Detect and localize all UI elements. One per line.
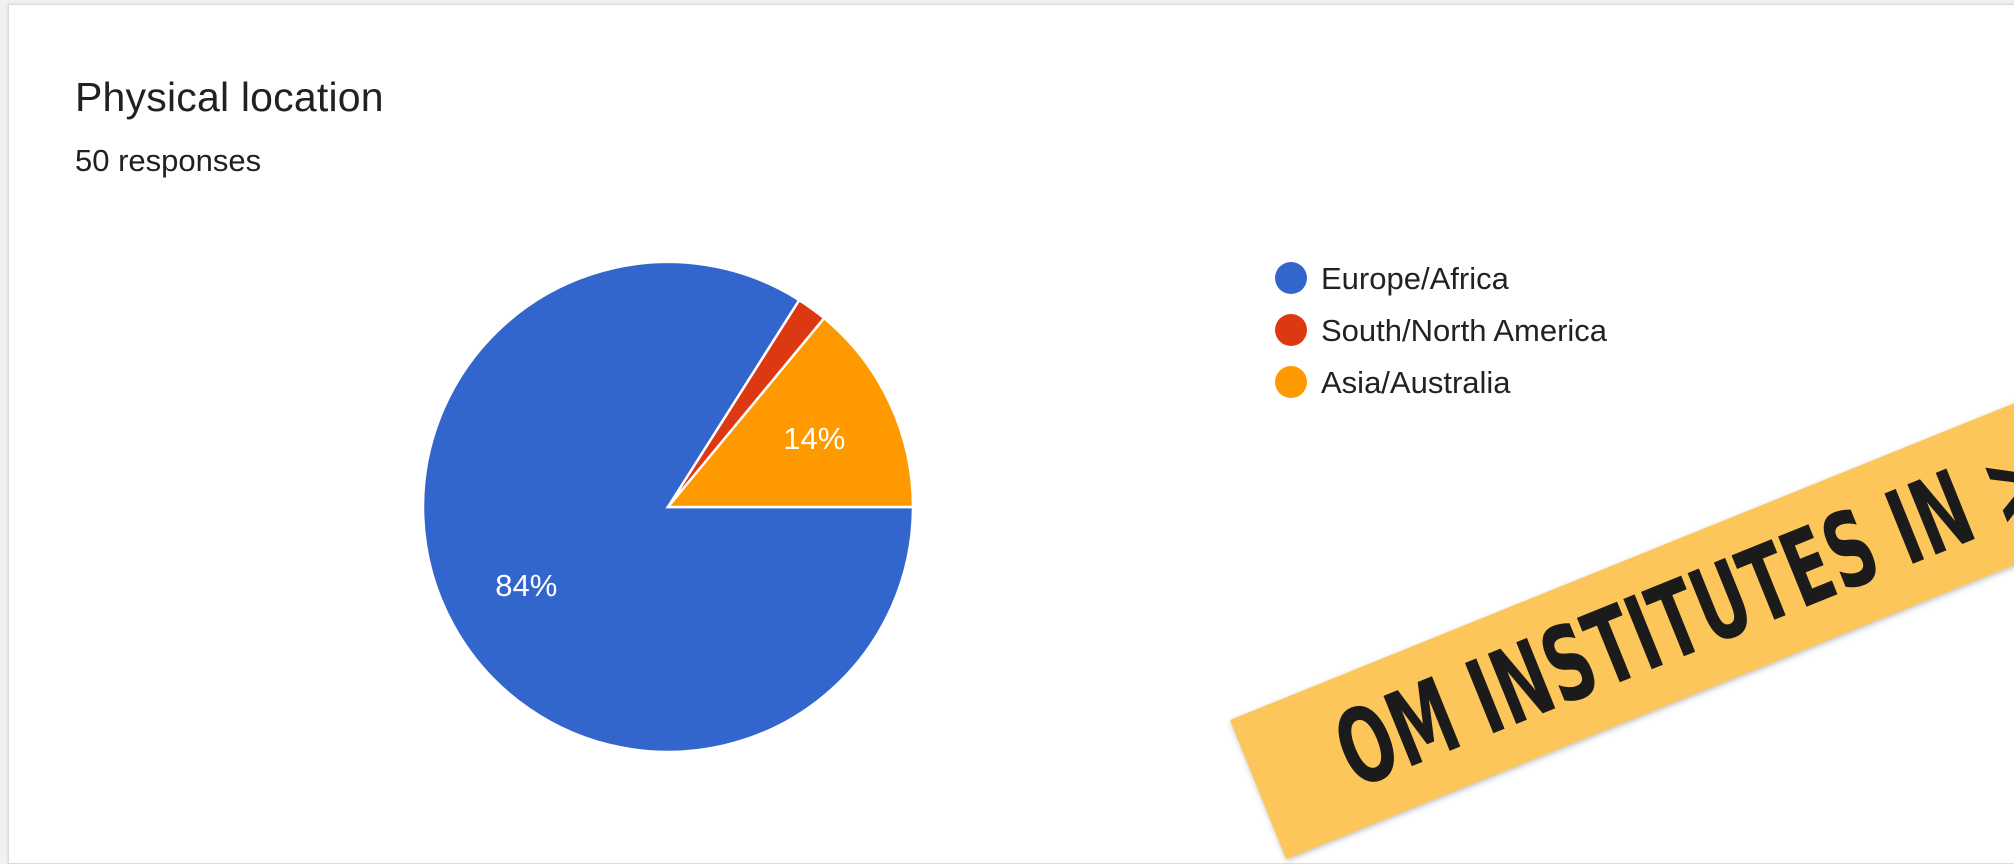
legend-swatch	[1275, 262, 1307, 294]
legend-label: Asia/Australia	[1321, 365, 1511, 400]
legend-label: South/North America	[1321, 313, 1608, 348]
chart-card: Physical location 50 responses	[8, 4, 2014, 864]
pie-slice-labels: 84% 14%	[495, 421, 845, 603]
legend-swatch	[1275, 314, 1307, 346]
pie-slice-label: 84%	[495, 568, 557, 603]
response-count: 50 responses	[75, 143, 262, 178]
pie-slice-asia-australia	[665, 316, 915, 509]
chart-legend: Europe/Africa South/North America Asia/Aus…	[1275, 261, 1608, 400]
pie-slices	[421, 260, 915, 754]
chart-title: Physical location	[75, 74, 384, 120]
legend-swatch	[1275, 366, 1307, 398]
pie-slice-label: 14%	[783, 421, 845, 456]
pie-chart: 84% 14% Europe/Africa South/North America A…	[421, 260, 1608, 754]
legend-label: Europe/Africa	[1321, 261, 1510, 296]
